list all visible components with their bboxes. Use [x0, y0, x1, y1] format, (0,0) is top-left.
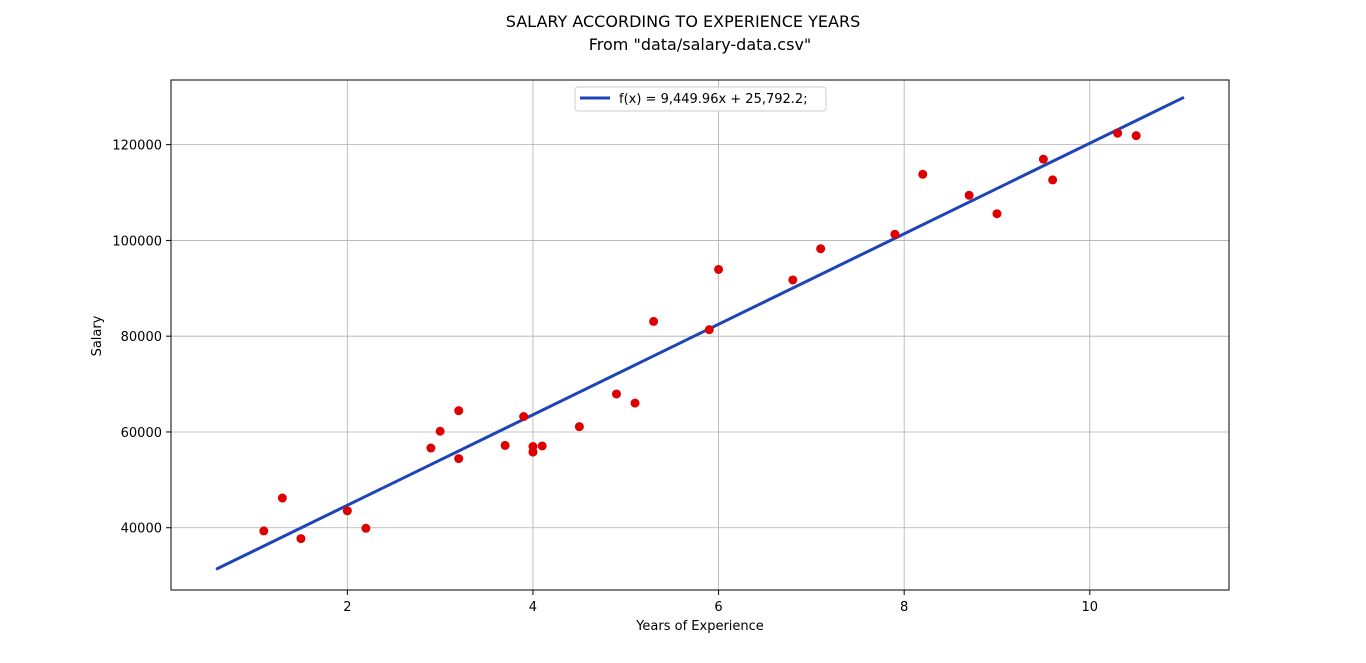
data-point: [296, 534, 306, 544]
data-point: [649, 316, 659, 326]
data-point: [500, 440, 510, 450]
data-point: [342, 506, 352, 516]
data-point: [1131, 131, 1141, 141]
chart-subtitle: From "data/salary-data.csv": [589, 35, 812, 54]
data-point: [537, 441, 547, 451]
data-point: [1048, 175, 1058, 185]
y-tick-label: 60000: [121, 426, 162, 441]
data-point: [519, 412, 529, 422]
data-point: [435, 426, 445, 436]
legend-label: f(x) = 9,449.96x + 25,792.2;: [619, 92, 808, 107]
plot-frame: [170, 79, 1230, 591]
data-point: [277, 493, 287, 503]
y-tick-label: 120000: [112, 139, 162, 154]
legend: f(x) = 9,449.96x + 25,792.2;: [574, 86, 827, 112]
data-point: [630, 398, 640, 408]
regression-line: [215, 95, 1185, 571]
data-point: [918, 169, 928, 179]
legend-box: [574, 86, 827, 112]
data-point: [259, 526, 269, 536]
data-point: [454, 454, 464, 464]
data-point: [528, 442, 538, 452]
x-tick-label: 6: [714, 600, 722, 615]
data-point: [816, 244, 826, 254]
data-point: [361, 523, 371, 533]
y-axis-label: Salary: [90, 315, 105, 356]
x-tick-label: 10: [1082, 600, 1099, 615]
data-point: [704, 325, 714, 335]
data-point: [574, 422, 584, 432]
x-tick-label: 4: [529, 600, 537, 615]
y-tick-label: 100000: [112, 234, 162, 249]
x-tick-label: 2: [343, 600, 351, 615]
data-point: [1113, 128, 1123, 138]
data-point: [964, 190, 974, 200]
data-point: [611, 389, 621, 399]
data-point: [890, 229, 900, 239]
axis-ticks: 2 4 6 8 10 40000 60000 80000 100000 120000: [112, 139, 1098, 615]
regression-line-layer: [215, 95, 1185, 571]
data-points: [259, 128, 1141, 544]
x-axis-label: Years of Experience: [635, 619, 764, 634]
grid: [171, 80, 1229, 590]
data-point: [1038, 154, 1048, 164]
y-tick-label: 40000: [121, 522, 162, 537]
data-point: [992, 209, 1002, 219]
data-point: [714, 264, 724, 274]
data-point: [426, 443, 436, 453]
data-point: [788, 275, 798, 285]
data-point: [454, 406, 464, 416]
chart-title: SALARY ACCORDING TO EXPERIENCE YEARS: [506, 12, 860, 31]
y-tick-label: 80000: [121, 330, 162, 345]
x-tick-label: 8: [900, 600, 908, 615]
